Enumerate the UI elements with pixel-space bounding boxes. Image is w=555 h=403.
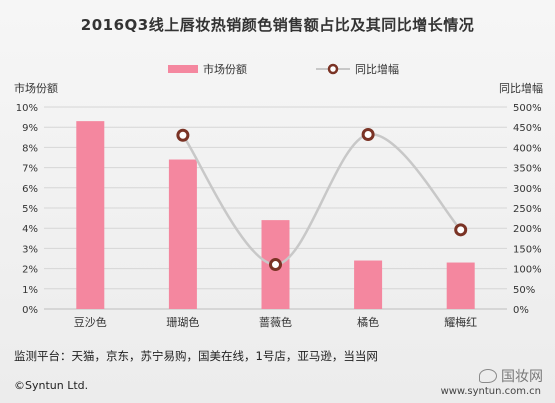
y-tick-label: 3% xyxy=(22,244,38,255)
bar xyxy=(168,159,197,309)
bar xyxy=(446,262,475,309)
y-axis-label: 市场份额 xyxy=(14,81,58,95)
copyright-text: ©Syntun Ltd. xyxy=(14,379,89,392)
y-tick-label: 1% xyxy=(22,285,38,296)
y2-tick-label: 350% xyxy=(513,164,542,175)
y2-tick-label: 100% xyxy=(513,265,542,276)
platform-note: 监测平台：天猫，京东，苏宁易购，国美在线，1号店，亚马逊，当当网 xyxy=(14,349,378,363)
line-point xyxy=(269,258,282,272)
y2-tick-label: 500% xyxy=(513,103,542,114)
line-point xyxy=(454,223,468,237)
y2-tick-label: 150% xyxy=(513,244,542,255)
y-tick-label: 0% xyxy=(22,305,38,316)
legend-bar-swatch xyxy=(168,65,198,73)
bar xyxy=(354,260,383,309)
y2-tick-label: 200% xyxy=(513,224,542,235)
y-tick-label: 2% xyxy=(22,265,38,276)
chart-title: 2016Q3线上唇妆热销颜色销售额占比及其同比增长情况 xyxy=(80,16,475,34)
legend-bar-label: 市场份额 xyxy=(203,62,247,76)
y-tick-label: 8% xyxy=(22,143,38,154)
y-tick-label: 6% xyxy=(22,184,38,195)
y-tick-label: 4% xyxy=(22,224,38,235)
x-tick-label: 蔷薇色 xyxy=(259,315,292,329)
legend-line-label: 同比增幅 xyxy=(355,62,399,76)
y-tick-label: 5% xyxy=(22,204,38,215)
watermark-text: 国妆网 xyxy=(501,369,543,385)
x-tick-label: 耀梅红 xyxy=(444,315,477,329)
y2-axis-label: 同比增幅 xyxy=(499,81,543,95)
y-tick-label: 7% xyxy=(22,164,38,175)
series-line xyxy=(181,133,462,266)
site-url: www.syntun.com.cn xyxy=(440,386,541,397)
line-point xyxy=(176,128,190,142)
x-tick-label: 橘色 xyxy=(357,315,379,329)
y2-tick-label: 50% xyxy=(513,285,535,296)
y2-tick-label: 300% xyxy=(513,184,542,195)
chat-bubble-icon xyxy=(479,369,497,383)
legend-line-marker xyxy=(327,63,339,75)
y-tick-label: 10% xyxy=(16,103,38,114)
watermark: 国妆网 xyxy=(479,366,543,386)
x-tick-label: 珊瑚色 xyxy=(166,315,199,329)
y2-tick-label: 250% xyxy=(513,204,542,215)
y2-tick-label: 0% xyxy=(513,305,529,316)
x-tick-label: 豆沙色 xyxy=(74,315,107,329)
y-tick-label: 9% xyxy=(22,123,38,134)
y2-tick-label: 450% xyxy=(513,123,542,134)
line-point xyxy=(361,127,375,141)
y2-tick-label: 400% xyxy=(513,143,542,154)
bar xyxy=(76,121,105,309)
